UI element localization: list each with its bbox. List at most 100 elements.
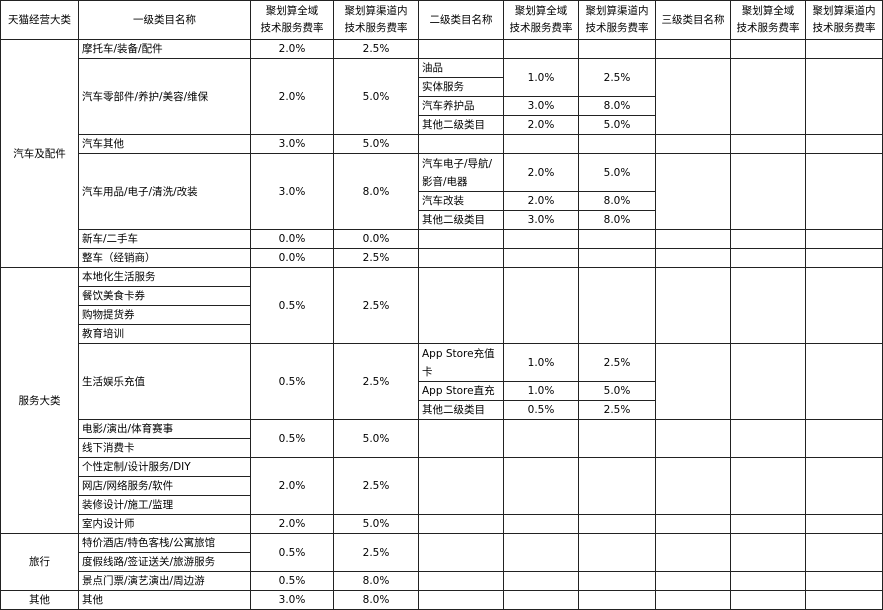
rate-cell: 0.0% [250,248,334,268]
empty-cell [730,39,806,59]
empty-cell [503,248,579,268]
rate-cell: 0.0% [250,229,334,249]
rate-cell: 2.0% [250,457,334,515]
rate-cell: 5.0% [333,419,419,458]
table-row: 其他二级类目 3.0% 8.0% [1,210,883,230]
empty-cell [578,229,656,249]
empty-cell [655,267,731,344]
table-row: 汽车其他 3.0% 5.0% [1,134,883,154]
empty-cell [655,229,731,249]
category-cell: 旅行 [0,533,79,591]
rate-cell: 2.5% [333,457,419,515]
empty-cell [418,514,504,534]
empty-cell [578,134,656,154]
empty-cell [805,514,883,534]
empty-cell [578,39,656,59]
table-row: 教育培训 [1,324,883,344]
rate-cell: 2.5% [578,58,656,97]
empty-cell [805,590,883,610]
empty-cell [655,590,731,610]
level2-name: 汽车养护品 [418,96,504,116]
empty-cell [730,571,806,591]
empty-cell [418,571,504,591]
table-row: 汽车零部件/养护/美容/维保 2.0% 5.0% 油品 1.0% 2.5% [1,58,883,135]
level1-name: 新车/二手车 [78,229,251,249]
empty-cell [805,343,883,420]
rate-cell: 5.0% [578,381,656,401]
empty-cell [730,153,806,230]
level2-name: 实体服务 [418,77,504,97]
rate-cell: 8.0% [578,210,656,230]
table-row: 整车（经销商） 0.0% 2.5% [1,248,883,268]
table-row: 其他 其他 3.0% 8.0% [0,590,883,610]
rate-cell: 8.0% [333,153,419,230]
empty-cell [805,267,883,344]
level2-name: App Store充值卡 [418,343,504,382]
empty-cell [578,457,656,515]
level2-name: 汽车改装 [418,191,504,211]
empty-cell [503,514,579,534]
empty-cell [418,533,504,572]
table-row: 服务大类 本地化生活服务 0.5% 2.5% [0,267,883,534]
level2-name: 油品 [418,58,504,78]
table-row: App Store直充 1.0% 5.0% [1,381,883,401]
rate-cell: 2.0% [503,191,579,211]
empty-cell [418,229,504,249]
table-row: 景点门票/演艺演出/周边游 0.5% 8.0% [1,571,883,591]
empty-cell [655,39,731,59]
rate-cell: 2.5% [333,267,419,344]
category-cell: 服务大类 [0,267,79,534]
header-cell: 聚划算渠道内 技术服务费率 [578,0,656,40]
rate-cell: 0.5% [250,533,334,572]
empty-cell [805,457,883,515]
empty-cell [805,39,883,59]
empty-cell [655,58,731,135]
empty-cell [730,343,806,420]
rate-cell: 0.5% [250,571,334,591]
empty-cell [655,419,731,458]
rate-cell: 2.5% [333,533,419,572]
level1-name: 餐饮美食卡券 [78,286,251,306]
empty-cell [418,248,504,268]
empty-cell [503,229,579,249]
level2-name: 汽车电子/导航/影音/电器 [418,153,504,192]
rate-cell: 2.0% [503,115,579,135]
empty-cell [805,419,883,458]
level2-name: 其他二级类目 [418,210,504,230]
empty-cell [503,571,579,591]
empty-cell [730,590,806,610]
empty-cell [730,267,806,344]
empty-cell [503,533,579,572]
empty-cell [655,248,731,268]
empty-cell [655,514,731,534]
rate-cell: 5.0% [578,153,656,192]
header-cell: 聚划算渠道内 技术服务费率 [805,0,883,40]
rate-cell: 8.0% [578,191,656,211]
header-cell: 聚划算全域 技术服务费率 [503,0,579,40]
level2-name: 其他二级类目 [418,115,504,135]
rate-cell: 0.5% [250,267,334,344]
empty-cell [805,229,883,249]
level2-name: 其他二级类目 [418,400,504,420]
level1-name: 度假线路/签证送关/旅游服务 [78,552,251,572]
rate-cell: 5.0% [333,58,419,135]
empty-cell [655,153,731,230]
empty-cell [655,343,731,420]
empty-cell [805,134,883,154]
table-row: 汽车及配件 摩托车/装备/配件 2.0% 2.5% [0,39,883,268]
empty-cell [503,267,579,344]
level1-name: 其他 [78,590,251,610]
empty-cell [503,39,579,59]
level1-name: 个性定制/设计服务/DIY [78,457,251,477]
empty-cell [578,533,656,572]
rate-cell: 5.0% [333,514,419,534]
header-cell: 三级类目名称 [655,0,731,40]
table-row: 个性定制/设计服务/DIY 2.0% 2.5% [1,457,883,515]
level1-name: 整车（经销商） [78,248,251,268]
level1-name: 室内设计师 [78,514,251,534]
empty-cell [578,419,656,458]
level1-name: 汽车其他 [78,134,251,154]
level1-name: 景点门票/演艺演出/周边游 [78,571,251,591]
rate-cell: 5.0% [578,115,656,135]
